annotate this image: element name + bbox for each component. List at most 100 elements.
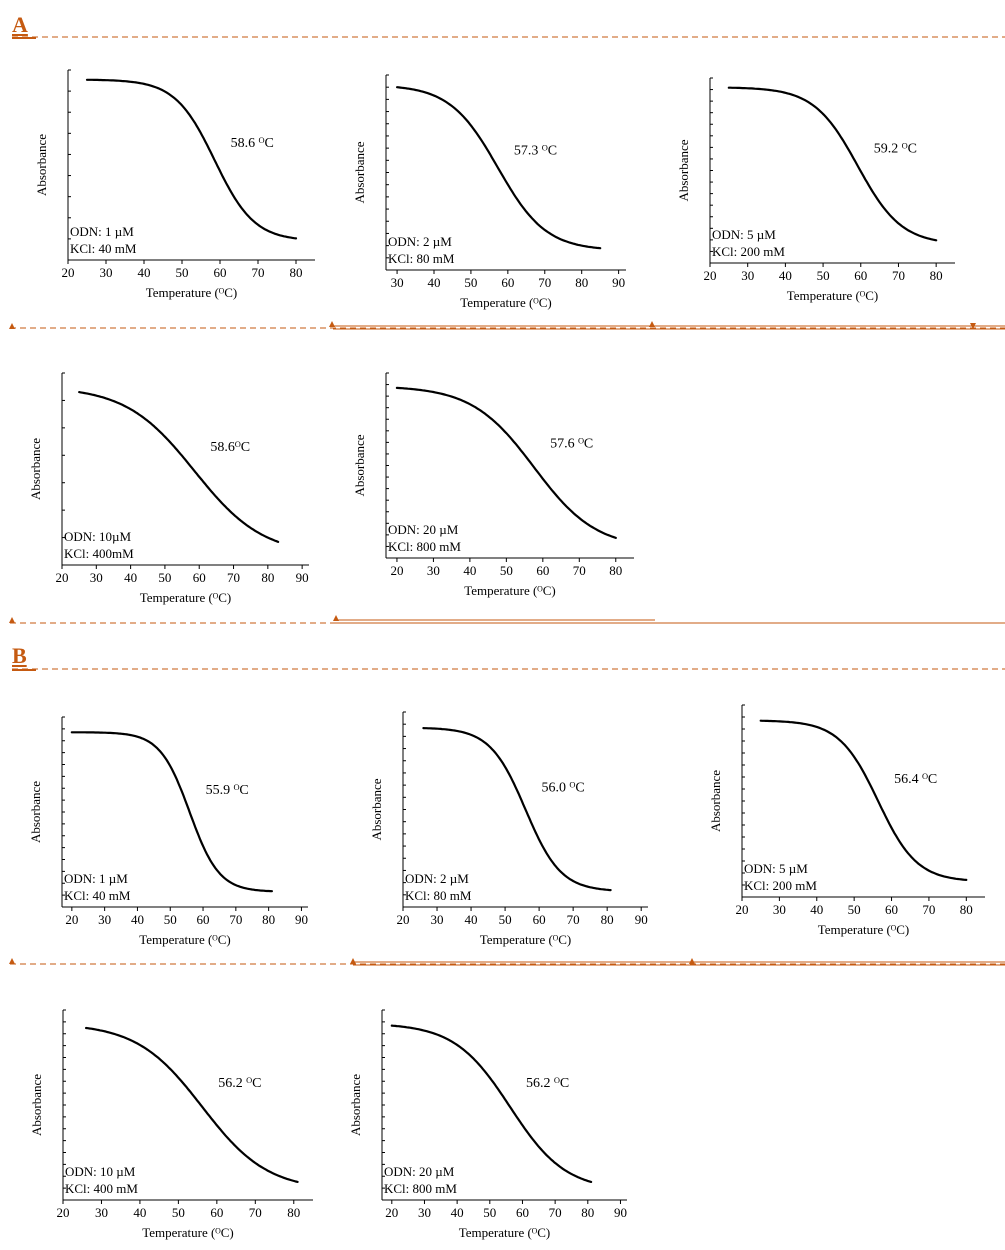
y-axis-label: Absorbance: [28, 438, 43, 500]
tm-annotation: 56.0 ᴼC: [542, 781, 585, 796]
x-axis-label: Temperature (ᴼC): [459, 1225, 551, 1240]
x-tick-label: 70: [549, 1205, 562, 1220]
x-axis-label: Temperature (ᴼC): [146, 285, 238, 300]
melting-curve: [727, 86, 938, 242]
x-tick-label: 60: [193, 570, 206, 585]
section-label-b: B: [12, 643, 27, 668]
x-tick-label: 50: [483, 1205, 496, 1220]
legend-text: ODN: 10µM: [64, 529, 132, 544]
legend-text: KCl: 80 mM: [405, 888, 472, 903]
x-tick-label: 50: [500, 563, 513, 578]
x-tick-label: 40: [465, 912, 478, 927]
x-tick-label: 50: [848, 902, 861, 917]
separator-a-top: [12, 36, 1005, 39]
tm-annotation: 56.2 ᴼC: [218, 1076, 261, 1091]
x-tick-label: 30: [98, 912, 111, 927]
x-tick-label: 30: [100, 265, 113, 280]
x-tick-label: 30: [741, 268, 754, 283]
x-tick-label: 80: [581, 1205, 594, 1220]
separator-marker: [689, 958, 695, 964]
x-axis-label: Temperature (ᴼC): [464, 583, 556, 598]
melting-curve: [422, 727, 612, 892]
x-tick-label: 60: [210, 1205, 223, 1220]
x-tick-label: 50: [164, 912, 177, 927]
x-tick-label: 80: [290, 265, 303, 280]
x-tick-label: 70: [538, 275, 551, 290]
x-tick-label: 70: [892, 268, 905, 283]
chart-panel-a1: 20 30 40 50 60 70 80 58.6 ᴼC ODN: 1 µM KCl: 40 mM…: [30, 65, 320, 315]
x-tick-label: 60: [536, 563, 549, 578]
x-tick-label: 20: [56, 570, 69, 585]
x-tick-label: 60: [516, 1205, 529, 1220]
y-axis-label: Absorbance: [369, 778, 384, 840]
legend-text: ODN: 1 µM: [64, 871, 128, 886]
x-tick-label: 40: [779, 268, 792, 283]
x-tick-label: 80: [601, 912, 614, 927]
y-axis-label: Absorbance: [352, 434, 367, 496]
x-tick-label: 50: [464, 275, 477, 290]
x-tick-label: 50: [499, 912, 512, 927]
x-tick-label: 20: [736, 902, 749, 917]
x-tick-label: 80: [930, 268, 943, 283]
x-tick-label: 90: [635, 912, 648, 927]
legend-text: KCl: 40 mM: [64, 888, 131, 903]
x-tick-label: 30: [90, 570, 103, 585]
x-axis-label: Temperature (ᴼC): [480, 932, 572, 947]
x-tick-label: 20: [65, 912, 78, 927]
separator-marker: [350, 958, 356, 964]
x-tick-label: 90: [614, 1205, 627, 1220]
separator-marker: [9, 617, 15, 623]
y-axis-label: Absorbance: [708, 770, 723, 832]
x-tick-label: 60: [854, 268, 867, 283]
x-tick-label: 20: [704, 268, 717, 283]
chart-panel-a4: 20 30 40 50 60 70 80 90 58.6ᴼC ODN: 10µM KCl: 400m…: [28, 368, 325, 608]
y-axis-label: Absorbance: [676, 139, 691, 201]
chart-panel-a5: 20 30 40 50 60 70 80 57.6 ᴼC ODN: 20 µM KCl: 800 …: [352, 368, 645, 608]
y-axis-label: Absorbance: [352, 141, 367, 203]
x-axis-label: Temperature (ᴼC): [818, 922, 910, 937]
x-axis-label: Temperature (ᴼC): [139, 932, 231, 947]
x-tick-label: 40: [451, 1205, 464, 1220]
x-tick-label: 40: [131, 912, 144, 927]
tm-annotation: 55.9 ᴼC: [206, 783, 249, 798]
melting-curve: [390, 1024, 593, 1183]
tm-annotation: 57.6 ᴼC: [550, 437, 593, 452]
x-tick-label: 80: [960, 902, 973, 917]
x-tick-label: 50: [817, 268, 830, 283]
separator-marker: [649, 321, 655, 327]
separator-a-bottom: [9, 615, 1005, 624]
x-axis-label: Temperature (ᴼC): [140, 590, 232, 605]
x-tick-label: 80: [575, 275, 588, 290]
x-tick-label: 50: [176, 265, 189, 280]
chart-panel-b2: 20 30 40 50 60 70 80 90 56.0 ᴼC ODN: 2 µM KCl: 80 …: [369, 707, 662, 947]
legend-text: ODN: 1 µM: [70, 224, 134, 239]
legend-text: ODN: 20 µM: [388, 522, 459, 537]
melting-curve: [396, 86, 602, 250]
separator-marker: [329, 321, 335, 327]
chart-panel-b4: 20 30 40 50 60 70 80 56.2 ᴼC ODN: 10 µM KCl: 400 …: [29, 1005, 325, 1245]
separator-marker: [333, 615, 339, 621]
legend-text: KCl: 400 mM: [65, 1181, 138, 1196]
chart-panel-a2: 30 40 50 60 70 80 90 57.3 ᴼC ODN: 2 µM KCl: 80 mM…: [350, 70, 640, 320]
x-tick-label: 20: [397, 912, 410, 927]
x-tick-label: 30: [431, 912, 444, 927]
melting-curve: [70, 731, 273, 893]
separator-b-top: [12, 668, 1005, 671]
y-axis-label: Absorbance: [29, 1074, 44, 1136]
tm-annotation: 56.2 ᴼC: [526, 1076, 569, 1091]
x-axis-label: Temperature (ᴼC): [142, 1225, 234, 1240]
x-tick-label: 30: [418, 1205, 431, 1220]
x-axis-label: Temperature (ᴼC): [787, 288, 879, 303]
legend-text: ODN: 2 µM: [388, 234, 452, 249]
legend-text: KCl: 200 mM: [744, 878, 817, 893]
melting-curve: [78, 391, 280, 543]
x-tick-label: 20: [385, 1205, 398, 1220]
x-tick-label: 80: [287, 1205, 300, 1220]
y-axis-label: Absorbance: [28, 781, 43, 843]
tm-annotation: 58.6 ᴼC: [231, 136, 274, 151]
x-tick-label: 30: [391, 275, 404, 290]
melting-curve: [85, 1026, 299, 1183]
x-tick-label: 60: [533, 912, 546, 927]
x-tick-label: 70: [227, 570, 240, 585]
x-tick-label: 70: [922, 902, 935, 917]
